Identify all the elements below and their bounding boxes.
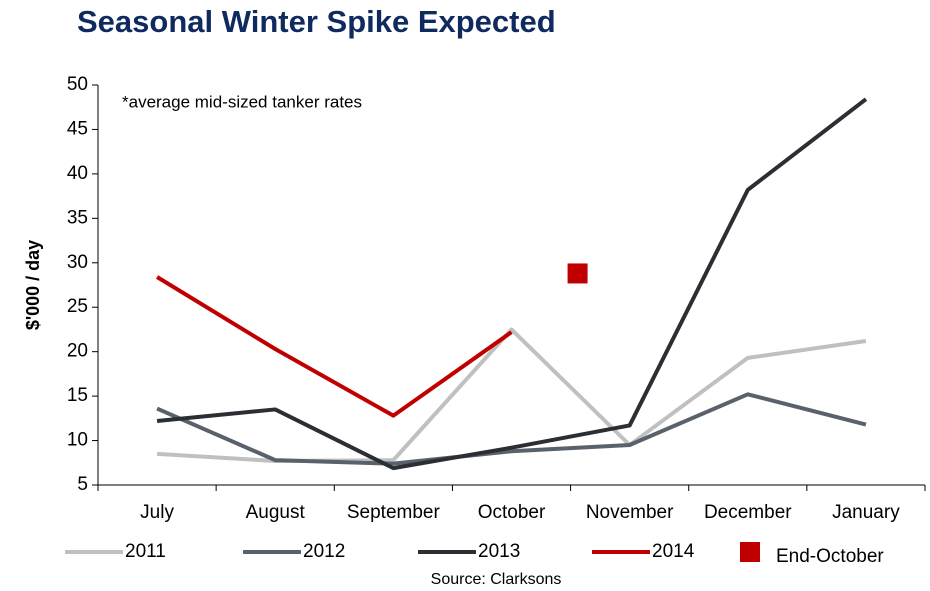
y-tick-label: 30: [67, 252, 88, 273]
y-tick-label: 10: [67, 430, 88, 451]
x-tick-label: September: [347, 502, 441, 523]
y-tick-label: 45: [67, 118, 88, 139]
chart-title: Seasonal Winter Spike Expected: [77, 4, 556, 39]
source: Source: Clarksons: [431, 571, 562, 588]
legend-label: 2012: [303, 541, 345, 562]
legend-swatch: [740, 542, 760, 562]
y-tick-label: 35: [67, 207, 88, 228]
y-tick-label: 25: [67, 296, 88, 317]
x-tick-label: January: [832, 502, 900, 523]
legend-label: 2014: [652, 541, 695, 562]
y-tick-label: 20: [67, 341, 88, 362]
y-tick-label: 50: [67, 74, 88, 95]
legend-label: 2011: [125, 541, 166, 562]
y-axis-label: $'000 / day: [23, 240, 43, 330]
y-tick-label: 15: [67, 385, 88, 406]
annotation: *average mid-sized tanker rates: [122, 92, 362, 111]
legend-label: 2013: [478, 541, 520, 562]
end-october-marker: [567, 263, 588, 284]
x-tick-label: November: [586, 502, 674, 523]
series-line: [156, 275, 513, 418]
x-tick-label: October: [478, 502, 546, 523]
y-tick-label: 40: [67, 163, 88, 184]
series-line: [156, 392, 867, 466]
x-tick-label: August: [246, 502, 306, 523]
x-tick-label: July: [140, 502, 174, 523]
series-line: [156, 327, 867, 463]
series-line: [156, 97, 868, 471]
legend-label: End-October: [776, 546, 884, 567]
x-tick-label: December: [704, 502, 792, 523]
y-tick-label: 5: [77, 474, 88, 495]
